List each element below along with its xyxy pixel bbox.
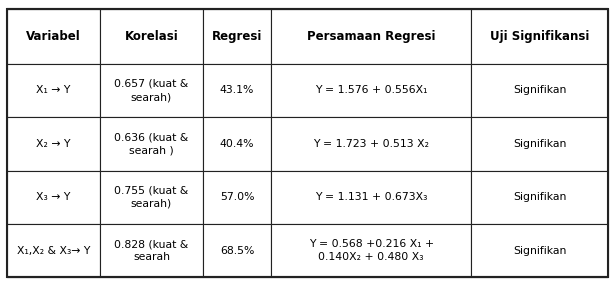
Bar [7,170,100,224]
Bar [471,64,608,117]
Text: 0.828 (kuat &
searah: 0.828 (kuat & searah [114,239,189,262]
Text: 0.755 (kuat &
searah): 0.755 (kuat & searah) [114,186,189,209]
Bar [271,224,471,277]
Bar [203,224,271,277]
Text: 40.4%: 40.4% [220,139,254,149]
Text: Signifikan: Signifikan [513,86,566,96]
Bar [100,9,203,64]
Text: 43.1%: 43.1% [220,86,254,96]
Bar [203,117,271,170]
Text: Signifikan: Signifikan [513,192,566,202]
Bar [7,9,100,64]
Text: Korelasi: Korelasi [125,30,178,43]
Bar [100,170,203,224]
Bar [471,9,608,64]
Bar [271,117,471,170]
Bar [203,170,271,224]
Text: Y = 1.576 + 0.556X₁: Y = 1.576 + 0.556X₁ [315,86,427,96]
Bar [100,64,203,117]
Text: Variabel: Variabel [26,30,81,43]
Text: Y = 1.723 + 0.513 X₂: Y = 1.723 + 0.513 X₂ [313,139,429,149]
Bar [100,117,203,170]
Bar [100,224,203,277]
Bar [7,117,100,170]
Text: Persamaan Regresi: Persamaan Regresi [307,30,435,43]
Bar [471,170,608,224]
Text: Regresi: Regresi [212,30,262,43]
Bar [7,224,100,277]
Text: Signifikan: Signifikan [513,246,566,256]
Text: 0.657 (kuat &
searah): 0.657 (kuat & searah) [114,79,189,102]
Bar [271,170,471,224]
Bar [203,64,271,117]
Text: X₃ → Y: X₃ → Y [36,192,71,202]
Text: 57.0%: 57.0% [220,192,254,202]
Text: X₁ → Y: X₁ → Y [36,86,71,96]
Text: X₂ → Y: X₂ → Y [36,139,71,149]
Text: Y = 1.131 + 0.673X₃: Y = 1.131 + 0.673X₃ [315,192,427,202]
Text: 0.636 (kuat &
searah ): 0.636 (kuat & searah ) [114,132,189,155]
Bar [271,64,471,117]
Bar [203,9,271,64]
Text: Uji Signifikansi: Uji Signifikansi [490,30,589,43]
Bar [471,224,608,277]
Text: X₁,X₂ & X₃→ Y: X₁,X₂ & X₃→ Y [17,246,90,256]
Bar [471,117,608,170]
Text: Signifikan: Signifikan [513,139,566,149]
Bar [7,64,100,117]
Text: 68.5%: 68.5% [220,246,254,256]
Bar [271,9,471,64]
Text: Y = 0.568 +0.216 X₁ +
0.140X₂ + 0.480 X₃: Y = 0.568 +0.216 X₁ + 0.140X₂ + 0.480 X₃ [309,239,434,262]
